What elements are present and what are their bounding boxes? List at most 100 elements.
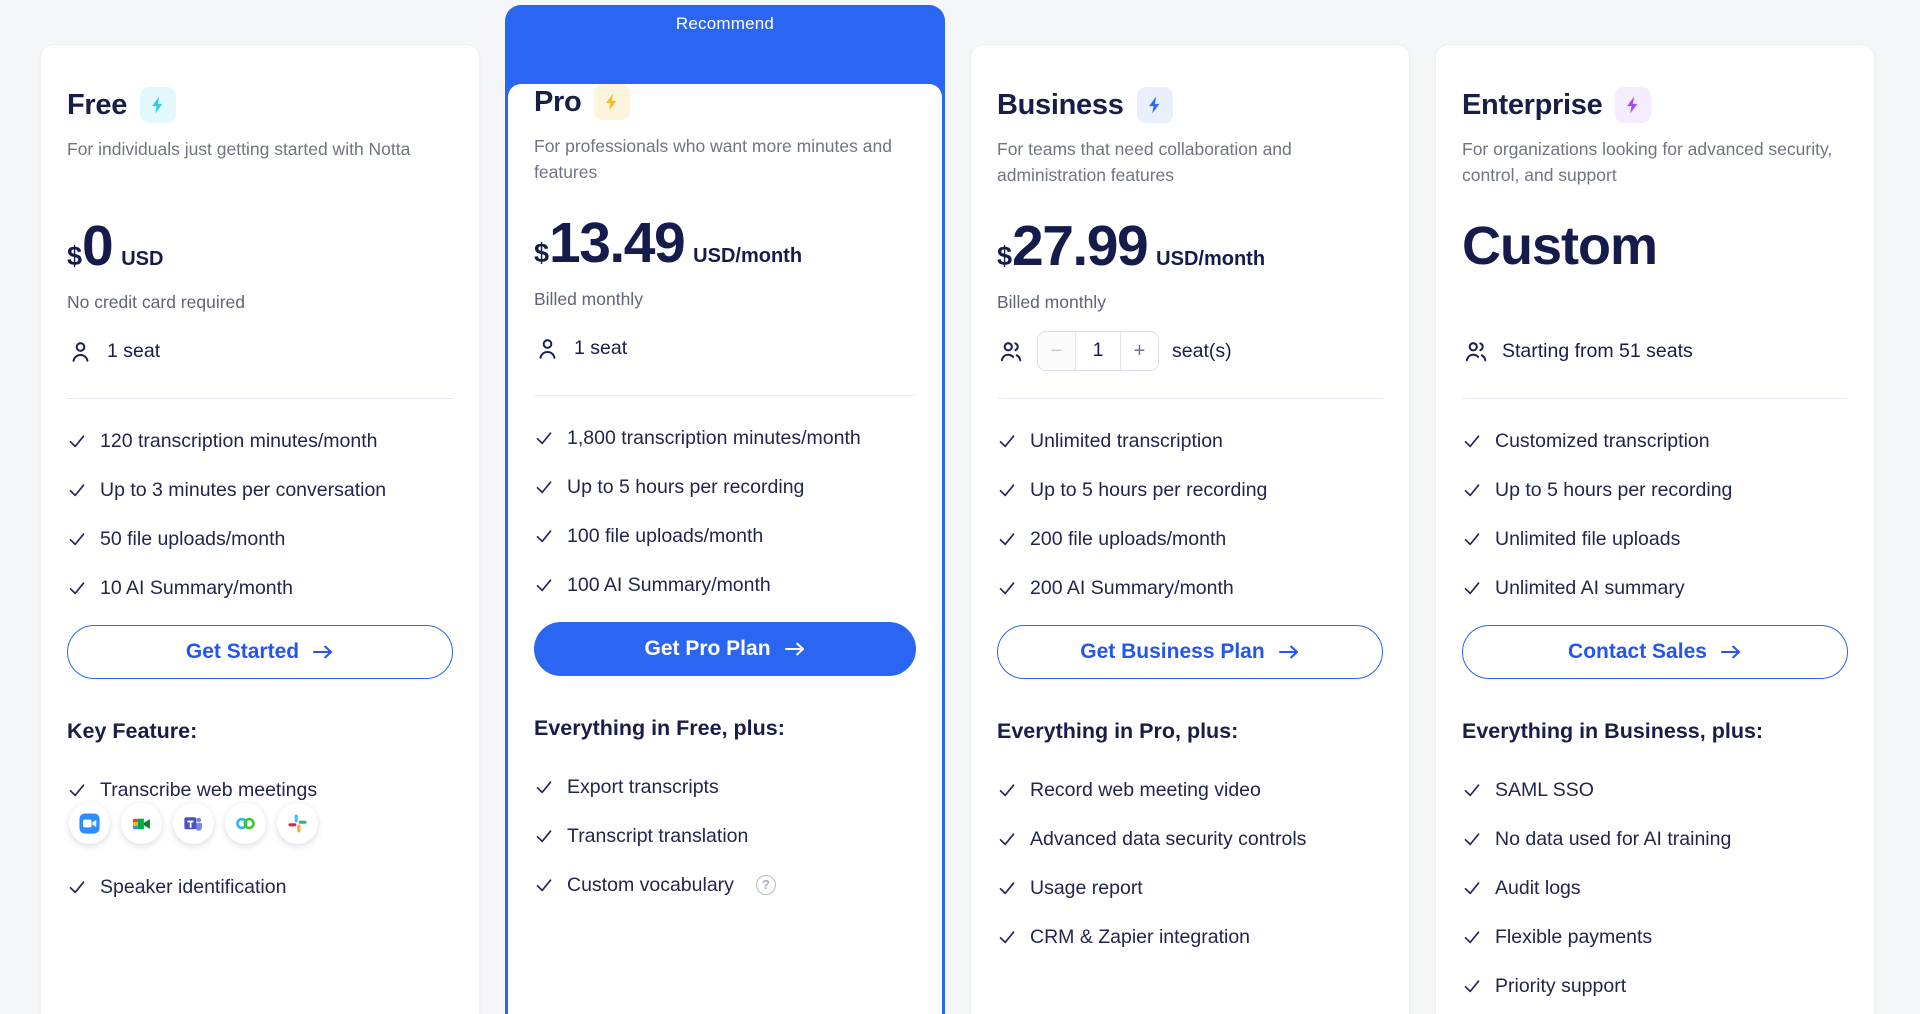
check-icon bbox=[536, 781, 552, 794]
seat-row: Starting from 51 seats bbox=[1462, 330, 1848, 372]
check-icon bbox=[999, 582, 1015, 595]
feature-item: Export transcripts bbox=[534, 775, 916, 799]
plan-description: For teams that need collaboration and ad… bbox=[997, 139, 1292, 185]
get-started-button[interactable]: Get Started bbox=[67, 625, 453, 679]
price-amount: 27.99 bbox=[1012, 214, 1149, 278]
feature-text: Record web meeting video bbox=[1030, 779, 1261, 801]
feature-item: Transcribe web meetings bbox=[67, 778, 453, 802]
feature-item: CRM & Zapier integration bbox=[997, 925, 1383, 949]
seat-label: seat(s) bbox=[1172, 339, 1232, 362]
price-suffix: USD/month bbox=[693, 245, 803, 267]
feature-text: 120 transcription minutes/month bbox=[100, 430, 378, 452]
feature-text: Priority support bbox=[1495, 975, 1627, 997]
arrow-right-icon bbox=[1720, 645, 1740, 659]
check-icon bbox=[69, 435, 85, 448]
plan-header: Enterprise bbox=[1462, 87, 1848, 123]
price-currency: $ bbox=[997, 241, 1013, 271]
feature-text: 200 file uploads/month bbox=[1030, 528, 1227, 550]
cta-label: Get Pro Plan bbox=[644, 637, 771, 660]
feature-text: Unlimited file uploads bbox=[1495, 528, 1681, 550]
feature-text: 1,800 transcription minutes/month bbox=[567, 427, 861, 449]
billing-note bbox=[1462, 292, 1848, 314]
feature-text: Unlimited transcription bbox=[1030, 430, 1223, 452]
divider bbox=[1462, 398, 1848, 399]
microsoft-teams-icon bbox=[173, 803, 214, 844]
check-icon bbox=[69, 533, 85, 546]
seat-row: 1 seat bbox=[67, 330, 453, 372]
price: $ 27.99 USD/month bbox=[997, 214, 1383, 278]
zoom-icon bbox=[69, 803, 110, 844]
check-icon bbox=[999, 784, 1015, 797]
webex-icon bbox=[225, 803, 266, 844]
cta-label: Get Business Plan bbox=[1080, 640, 1265, 663]
check-icon bbox=[1464, 980, 1480, 993]
check-icon bbox=[69, 484, 85, 497]
seat-label: Starting from 51 seats bbox=[1502, 339, 1693, 362]
help-icon[interactable] bbox=[755, 875, 776, 895]
check-icon bbox=[69, 784, 85, 797]
check-icon bbox=[1464, 931, 1480, 944]
plan-card-pro-wrapper: Recommend Pro For professionals who want… bbox=[505, 5, 945, 1014]
check-icon bbox=[999, 484, 1015, 497]
feature-text: Unlimited AI summary bbox=[1495, 577, 1685, 599]
seat-label: 1 seat bbox=[574, 336, 628, 359]
feature-text: Up to 5 hours per recording bbox=[1030, 479, 1268, 501]
section-heading: Everything in Free, plus: bbox=[534, 716, 785, 740]
feature-list: Unlimited transcription Up to 5 hours pe… bbox=[997, 429, 1383, 600]
feature-text: Up to 5 hours per recording bbox=[567, 476, 805, 498]
seat-increase-button[interactable]: + bbox=[1121, 332, 1158, 370]
feature-item: 10 AI Summary/month bbox=[67, 576, 453, 600]
plan-header: Business bbox=[997, 87, 1383, 123]
feature-text: Customized transcription bbox=[1495, 430, 1710, 452]
plan-header: Free bbox=[67, 87, 453, 123]
feature-list: Customized transcription Up to 5 hours p… bbox=[1462, 429, 1848, 600]
check-icon bbox=[999, 931, 1015, 944]
contact-sales-button[interactable]: Contact Sales bbox=[1462, 625, 1848, 679]
feature-item: Audit logs bbox=[1462, 876, 1848, 900]
feature-item: Customized transcription bbox=[1462, 429, 1848, 453]
bolt-icon-purple bbox=[1615, 87, 1652, 123]
billing-note: No credit card required bbox=[67, 292, 245, 312]
feature-item: No data used for AI training bbox=[1462, 827, 1848, 851]
divider bbox=[534, 395, 916, 396]
check-icon bbox=[1464, 882, 1480, 895]
price-currency: $ bbox=[67, 241, 83, 271]
feature-item: 120 transcription minutes/month bbox=[67, 429, 453, 453]
feature-list: 1,800 transcription minutes/month Up to … bbox=[534, 426, 916, 597]
billing-note: Billed monthly bbox=[534, 289, 643, 309]
recommend-banner: Recommend bbox=[675, 13, 775, 33]
meeting-app-icons bbox=[69, 803, 453, 844]
bolt-icon-blue bbox=[1136, 87, 1173, 123]
bolt-icon-yellow bbox=[594, 84, 631, 120]
feature-item: Record web meeting video bbox=[997, 778, 1383, 802]
sub-feature-list: SAML SSO No data used for AI training Au… bbox=[1462, 778, 1848, 998]
feature-text: Speaker identification bbox=[100, 876, 287, 898]
feature-item: 200 file uploads/month bbox=[997, 527, 1383, 551]
plan-header: Pro bbox=[534, 84, 916, 120]
feature-text: 50 file uploads/month bbox=[100, 528, 286, 550]
sub-feature-list: Transcribe web meetings bbox=[67, 778, 453, 899]
plan-description: For organizations looking for advanced s… bbox=[1462, 139, 1833, 185]
user-icon bbox=[539, 338, 556, 359]
divider bbox=[997, 398, 1383, 399]
arrow-right-icon bbox=[784, 642, 804, 656]
check-icon bbox=[536, 432, 552, 445]
feature-text: CRM & Zapier integration bbox=[1030, 926, 1251, 948]
get-business-plan-button[interactable]: Get Business Plan bbox=[997, 625, 1383, 679]
get-pro-plan-button[interactable]: Get Pro Plan bbox=[534, 622, 916, 676]
check-icon bbox=[999, 435, 1015, 448]
feature-text: Export transcripts bbox=[567, 776, 719, 798]
feature-text: Usage report bbox=[1030, 877, 1143, 899]
seat-count-input[interactable]: 1 bbox=[1075, 332, 1121, 370]
users-icon bbox=[1465, 341, 1487, 361]
check-icon bbox=[536, 879, 552, 892]
seat-decrease-button[interactable]: − bbox=[1038, 332, 1075, 370]
feature-text: Up to 5 hours per recording bbox=[1495, 479, 1733, 501]
seat-label: 1 seat bbox=[107, 339, 161, 362]
cta-label: Get Started bbox=[185, 640, 300, 663]
feature-item: 50 file uploads/month bbox=[67, 527, 453, 551]
feature-text: 100 file uploads/month bbox=[567, 525, 764, 547]
feature-text: 100 AI Summary/month bbox=[567, 574, 771, 596]
price: $ 13.49 USD/month bbox=[534, 211, 916, 275]
feature-text: Flexible payments bbox=[1495, 926, 1653, 948]
